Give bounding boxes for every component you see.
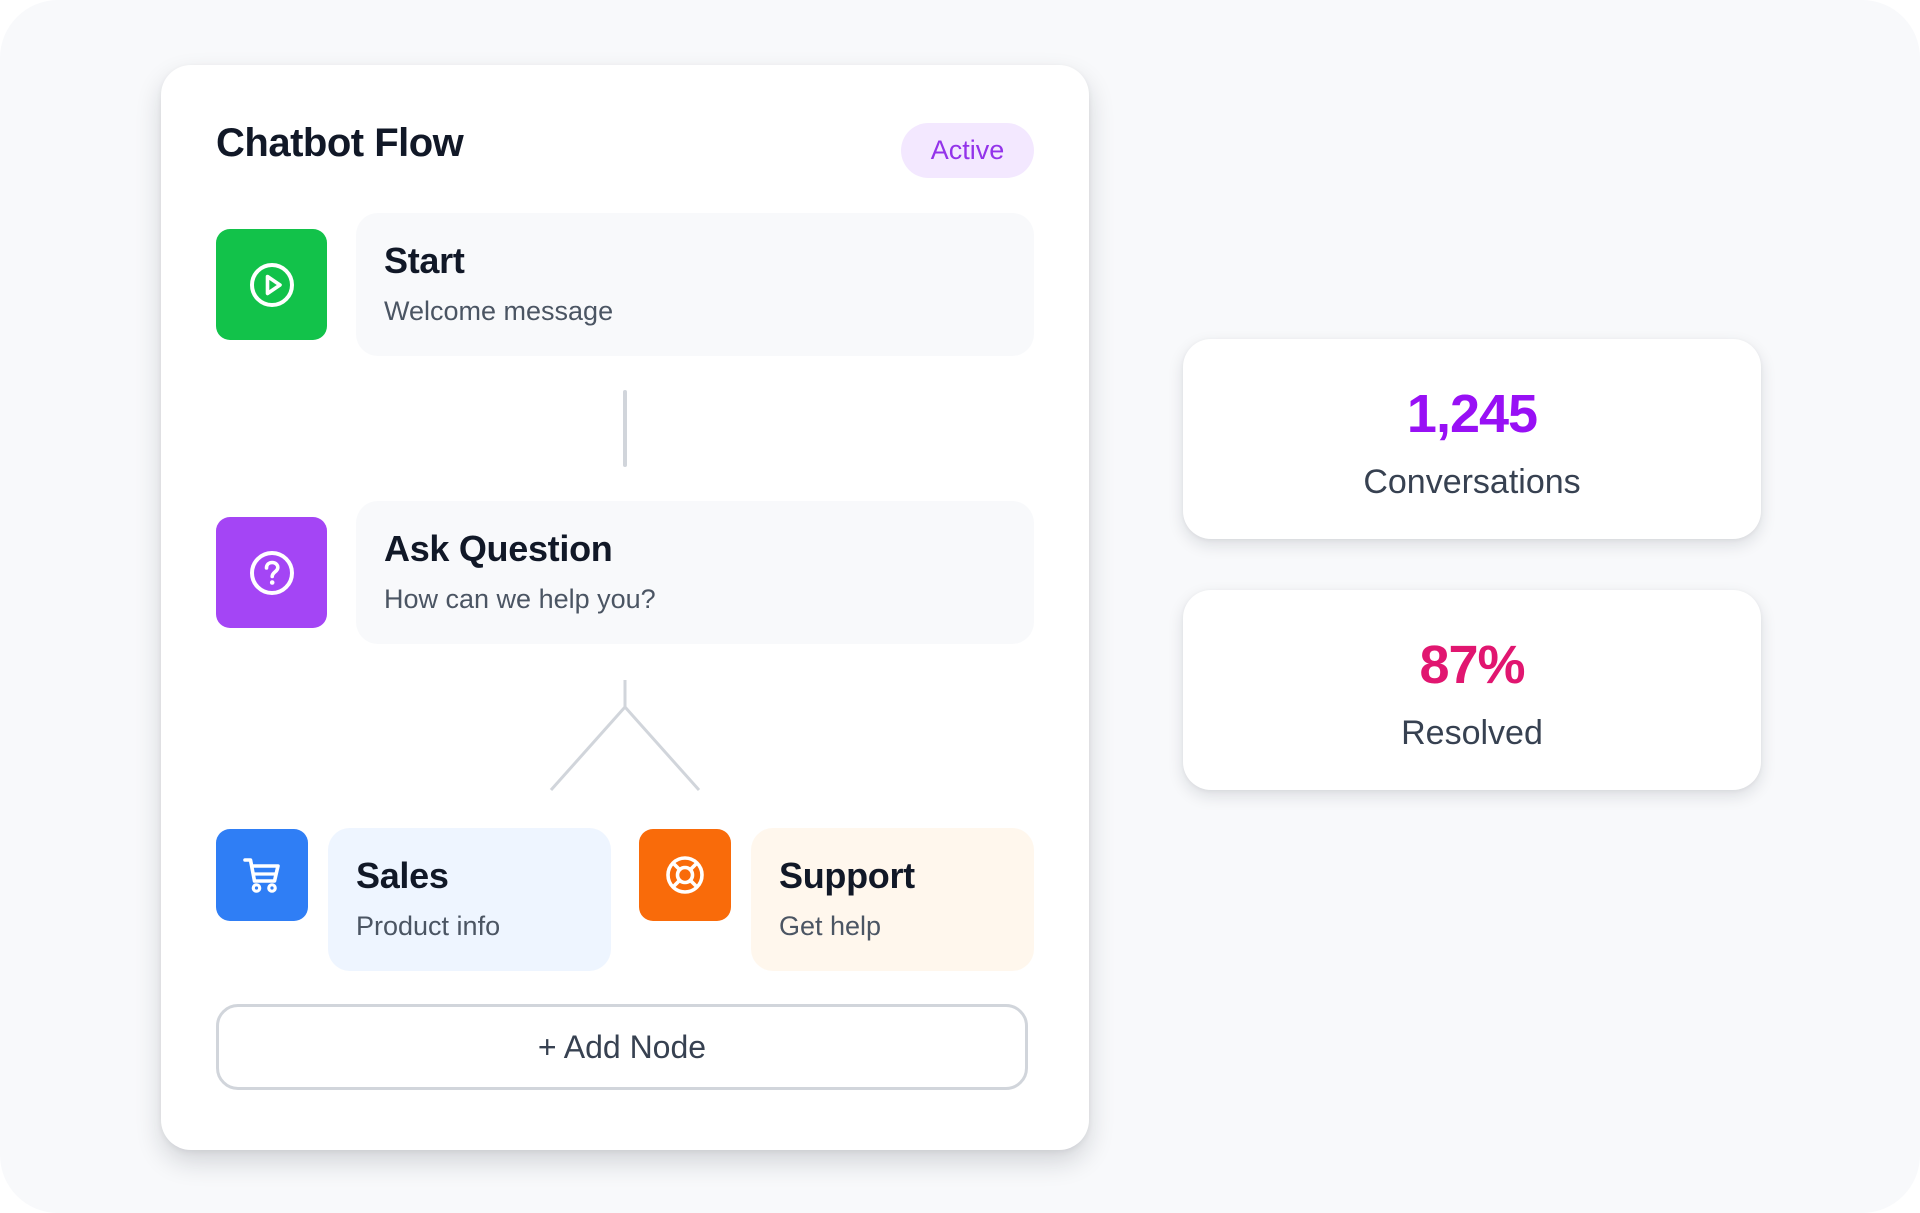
stat-label: Conversations: [1363, 463, 1581, 501]
start-node-icon-tile[interactable]: [216, 229, 327, 340]
node-subtitle: Product info: [356, 911, 501, 941]
stat-value: 87%: [1419, 635, 1525, 695]
connector-branch-left: [549, 706, 627, 791]
ask-question-node[interactable]: Ask Question How can we help you?: [356, 501, 1034, 644]
node-subtitle: Get help: [779, 911, 882, 941]
support-node[interactable]: Support Get help: [751, 828, 1034, 971]
conversations-stat-card: 1,245 Conversations: [1183, 339, 1761, 539]
add-node-button[interactable]: + Add Node: [216, 1004, 1028, 1090]
sales-node[interactable]: Sales Product info: [328, 828, 611, 971]
shopping-cart-icon: [243, 858, 280, 893]
node-title: Support: [779, 855, 915, 896]
lifebuoy-icon: [666, 856, 704, 894]
node-subtitle: How can we help you?: [384, 584, 656, 614]
card-title: Chatbot Flow: [216, 121, 464, 165]
chatbot-flow-card: Chatbot Flow Active Start Welcome messag…: [161, 65, 1089, 1150]
connector-branch-right: [623, 706, 701, 791]
stat-value: 1,245: [1406, 384, 1538, 444]
start-node[interactable]: Start Welcome message: [356, 213, 1034, 356]
node-title: Ask Question: [384, 528, 613, 569]
resolved-stat-card: 87% Resolved: [1183, 590, 1761, 790]
node-subtitle: Welcome message: [384, 296, 614, 326]
question-circle-icon: [249, 550, 294, 595]
sales-node-icon-tile[interactable]: [216, 829, 308, 921]
status-badge: Active: [901, 123, 1034, 178]
ask-question-node-icon-tile[interactable]: [216, 517, 327, 628]
support-node-icon-tile[interactable]: [639, 829, 731, 921]
stat-label: Resolved: [1401, 714, 1543, 752]
play-circle-icon: [249, 262, 294, 307]
node-title: Start: [384, 240, 465, 281]
node-title: Sales: [356, 855, 449, 896]
